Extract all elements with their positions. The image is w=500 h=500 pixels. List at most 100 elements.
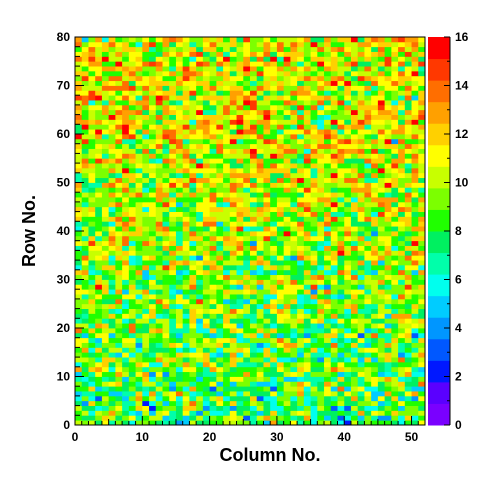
heatmap-cell <box>290 371 298 377</box>
heatmap-cell <box>155 167 163 174</box>
heatmap-cell <box>398 308 406 314</box>
heatmap-cell <box>128 245 136 251</box>
heatmap-cell <box>128 376 136 382</box>
heatmap-cell <box>155 134 163 140</box>
heatmap-cell <box>250 420 258 426</box>
heatmap-cell <box>115 226 123 232</box>
heatmap-cell <box>162 361 170 368</box>
heatmap-cell <box>270 235 278 242</box>
heatmap-cell <box>216 90 224 96</box>
heatmap-cell <box>149 153 157 159</box>
heatmap-cell <box>236 274 244 280</box>
heatmap-cell <box>216 328 224 334</box>
heatmap-cell <box>350 221 359 227</box>
heatmap-cell <box>108 109 116 115</box>
heatmap-cell <box>250 323 258 329</box>
heatmap-cell <box>297 357 305 363</box>
heatmap-cell <box>357 366 365 373</box>
heatmap-cell <box>142 226 150 232</box>
heatmap-cell <box>81 70 89 77</box>
heatmap-cell <box>182 274 190 280</box>
heatmap-cell <box>135 172 143 179</box>
heatmap-cell <box>95 289 103 295</box>
heatmap-cell <box>108 143 116 149</box>
heatmap-cell <box>411 376 419 382</box>
heatmap-cell <box>391 405 399 411</box>
heatmap-cell <box>142 177 150 183</box>
heatmap-cell <box>398 289 406 295</box>
heatmap-cell <box>256 361 264 368</box>
heatmap-cell <box>418 100 426 106</box>
heatmap-cell <box>290 386 298 392</box>
heatmap-cell <box>189 143 197 149</box>
heatmap-cell <box>297 104 305 111</box>
heatmap-cell <box>377 114 386 120</box>
heatmap-cell <box>371 182 379 188</box>
heatmap-cell <box>310 75 318 82</box>
heatmap-cell <box>162 80 170 86</box>
heatmap-cell <box>250 264 258 271</box>
heatmap-cell <box>398 153 406 159</box>
heatmap-cell <box>270 284 278 290</box>
heatmap-cell <box>115 182 123 188</box>
heatmap-cell <box>330 167 338 174</box>
heatmap-cell <box>250 376 258 382</box>
heatmap-cell <box>236 415 244 421</box>
heatmap-cell <box>155 255 163 261</box>
heatmap-cell <box>384 172 392 179</box>
heatmap-cell <box>256 284 264 290</box>
heatmap-cell <box>364 192 372 198</box>
heatmap-cell <box>303 192 311 198</box>
heatmap-cell <box>135 381 143 387</box>
x-tick-label: 0 <box>72 430 79 444</box>
heatmap-cell <box>101 366 110 373</box>
heatmap-cell <box>169 269 177 276</box>
heatmap-cell <box>411 46 419 52</box>
heatmap-cell <box>95 104 103 111</box>
heatmap-cell <box>189 323 197 329</box>
heatmap-cell <box>202 231 211 237</box>
heatmap-cell <box>135 294 143 300</box>
heatmap-cell <box>81 201 89 208</box>
heatmap-cell <box>404 61 412 67</box>
heatmap-cell <box>229 405 237 411</box>
heatmap-cell <box>283 37 291 43</box>
heatmap-cell <box>344 395 352 402</box>
heatmap-cell <box>175 328 184 334</box>
heatmap-cell <box>149 352 157 358</box>
heatmap-cell <box>411 357 419 363</box>
heatmap-cell <box>75 391 83 397</box>
heatmap-cell <box>128 66 136 72</box>
heatmap-cell <box>75 337 83 343</box>
heatmap-cell <box>276 400 285 406</box>
heatmap-cell <box>350 308 359 314</box>
heatmap-cell <box>243 221 251 227</box>
heatmap-cell <box>175 95 184 101</box>
heatmap-cell <box>350 148 359 154</box>
heatmap-cell <box>418 415 426 421</box>
heatmap-cell <box>404 41 412 48</box>
heatmap-cell <box>310 391 318 397</box>
heatmap-cell <box>398 80 406 86</box>
heatmap-cell <box>297 323 305 329</box>
heatmap-cell <box>297 420 305 426</box>
heatmap-cell <box>290 61 298 67</box>
heatmap-cell <box>263 187 271 193</box>
heatmap-cell <box>155 172 163 179</box>
heatmap-cell <box>101 104 110 111</box>
heatmap-cell <box>276 303 285 309</box>
heatmap-cell <box>175 153 184 159</box>
heatmap-cell <box>324 405 332 411</box>
heatmap-cell <box>182 337 190 343</box>
heatmap-cell <box>290 124 298 130</box>
heatmap-cell <box>169 352 177 358</box>
heatmap-cell <box>357 405 365 411</box>
heatmap-cell <box>135 245 143 251</box>
heatmap-cell <box>108 85 116 91</box>
heatmap-cell <box>135 284 143 290</box>
heatmap-cell <box>155 46 163 52</box>
heatmap-cell <box>101 153 110 159</box>
heatmap-cell <box>398 138 406 145</box>
heatmap-cell <box>324 298 332 305</box>
heatmap-cell <box>209 245 217 251</box>
